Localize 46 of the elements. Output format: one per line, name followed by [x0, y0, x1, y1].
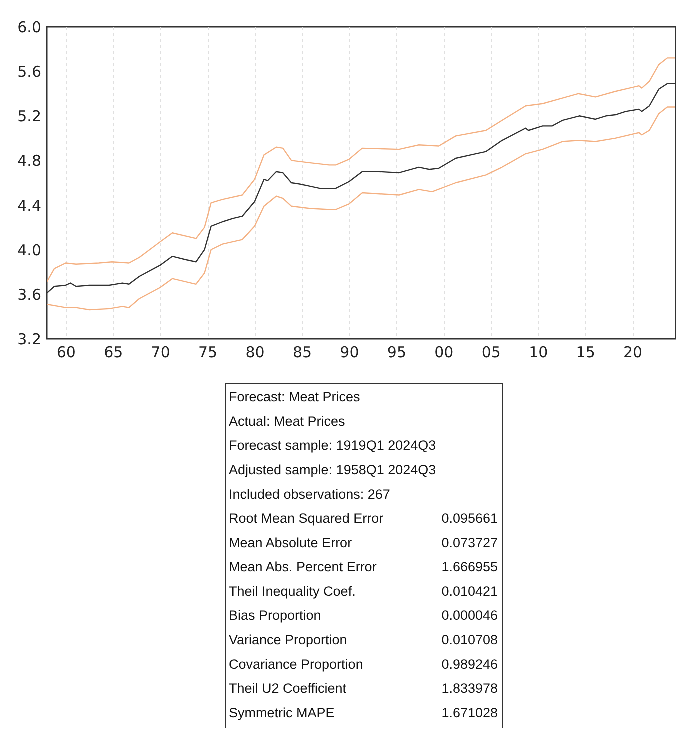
y-tick-label: 3.6 [18, 286, 42, 304]
text: Theil Inequality Coef. [229, 584, 356, 599]
x-tick-label: 80 [246, 344, 265, 362]
x-tick-label: 90 [340, 344, 360, 362]
x-tick-label: 10 [529, 344, 548, 362]
x-tick-label: 20 [624, 344, 643, 362]
x-tick-label: 70 [151, 344, 170, 362]
y-tick-label: 5.6 [18, 63, 42, 82]
x-tick-label: 85 [292, 344, 312, 362]
text: 1.833978 [442, 681, 498, 696]
text: Mean Absolute Error [229, 535, 353, 550]
text: 0.010421 [442, 584, 498, 599]
text: Theil U2 Coefficient [229, 681, 347, 696]
y-tick-label: 3.2 [18, 330, 42, 348]
y-tick-label: 6.0 [18, 18, 42, 36]
text: 1.666955 [442, 560, 498, 575]
text: 0.095661 [442, 511, 498, 526]
y-tick-label: 4.4 [18, 196, 42, 215]
text: Covariance Proportion [229, 656, 364, 672]
y-tick-label: 4.0 [18, 241, 42, 260]
text: Bias Proportion [229, 608, 322, 624]
y-tick-label: 4.8 [18, 152, 42, 170]
x-tick-label: 60 [56, 344, 76, 362]
x-tick-label: 15 [576, 344, 596, 362]
text: 1.671028 [442, 705, 498, 720]
x-tick-label: 95 [387, 344, 406, 362]
text: Actual: Meat Prices [229, 414, 346, 429]
text: Adjusted sample: 1958Q1 2024Q3 [229, 462, 436, 478]
text: Forecast sample: 1919Q1 2024Q3 [229, 438, 436, 454]
text: Symmetric MAPE [229, 705, 335, 720]
text: 0.989246 [442, 656, 498, 672]
text: 0.073727 [442, 535, 498, 550]
text: Included observations: 267 [229, 486, 390, 502]
text: 0.010708 [442, 632, 498, 648]
x-tick-label: 65 [104, 344, 124, 362]
y-tick-label: 5.2 [18, 108, 42, 126]
text: Forecast: Meat Prices [229, 390, 361, 405]
line-series [47, 106, 676, 311]
x-tick-label: 00 [434, 344, 454, 362]
line-series [47, 58, 676, 283]
text: Root Mean Squared Error [229, 511, 384, 526]
text: 0.000046 [442, 608, 498, 624]
x-tick-label: 75 [198, 344, 218, 362]
x-tick-label: 05 [482, 344, 501, 362]
text: Mean Abs. Percent Error [229, 560, 378, 575]
text: Variance Proportion [229, 632, 348, 648]
